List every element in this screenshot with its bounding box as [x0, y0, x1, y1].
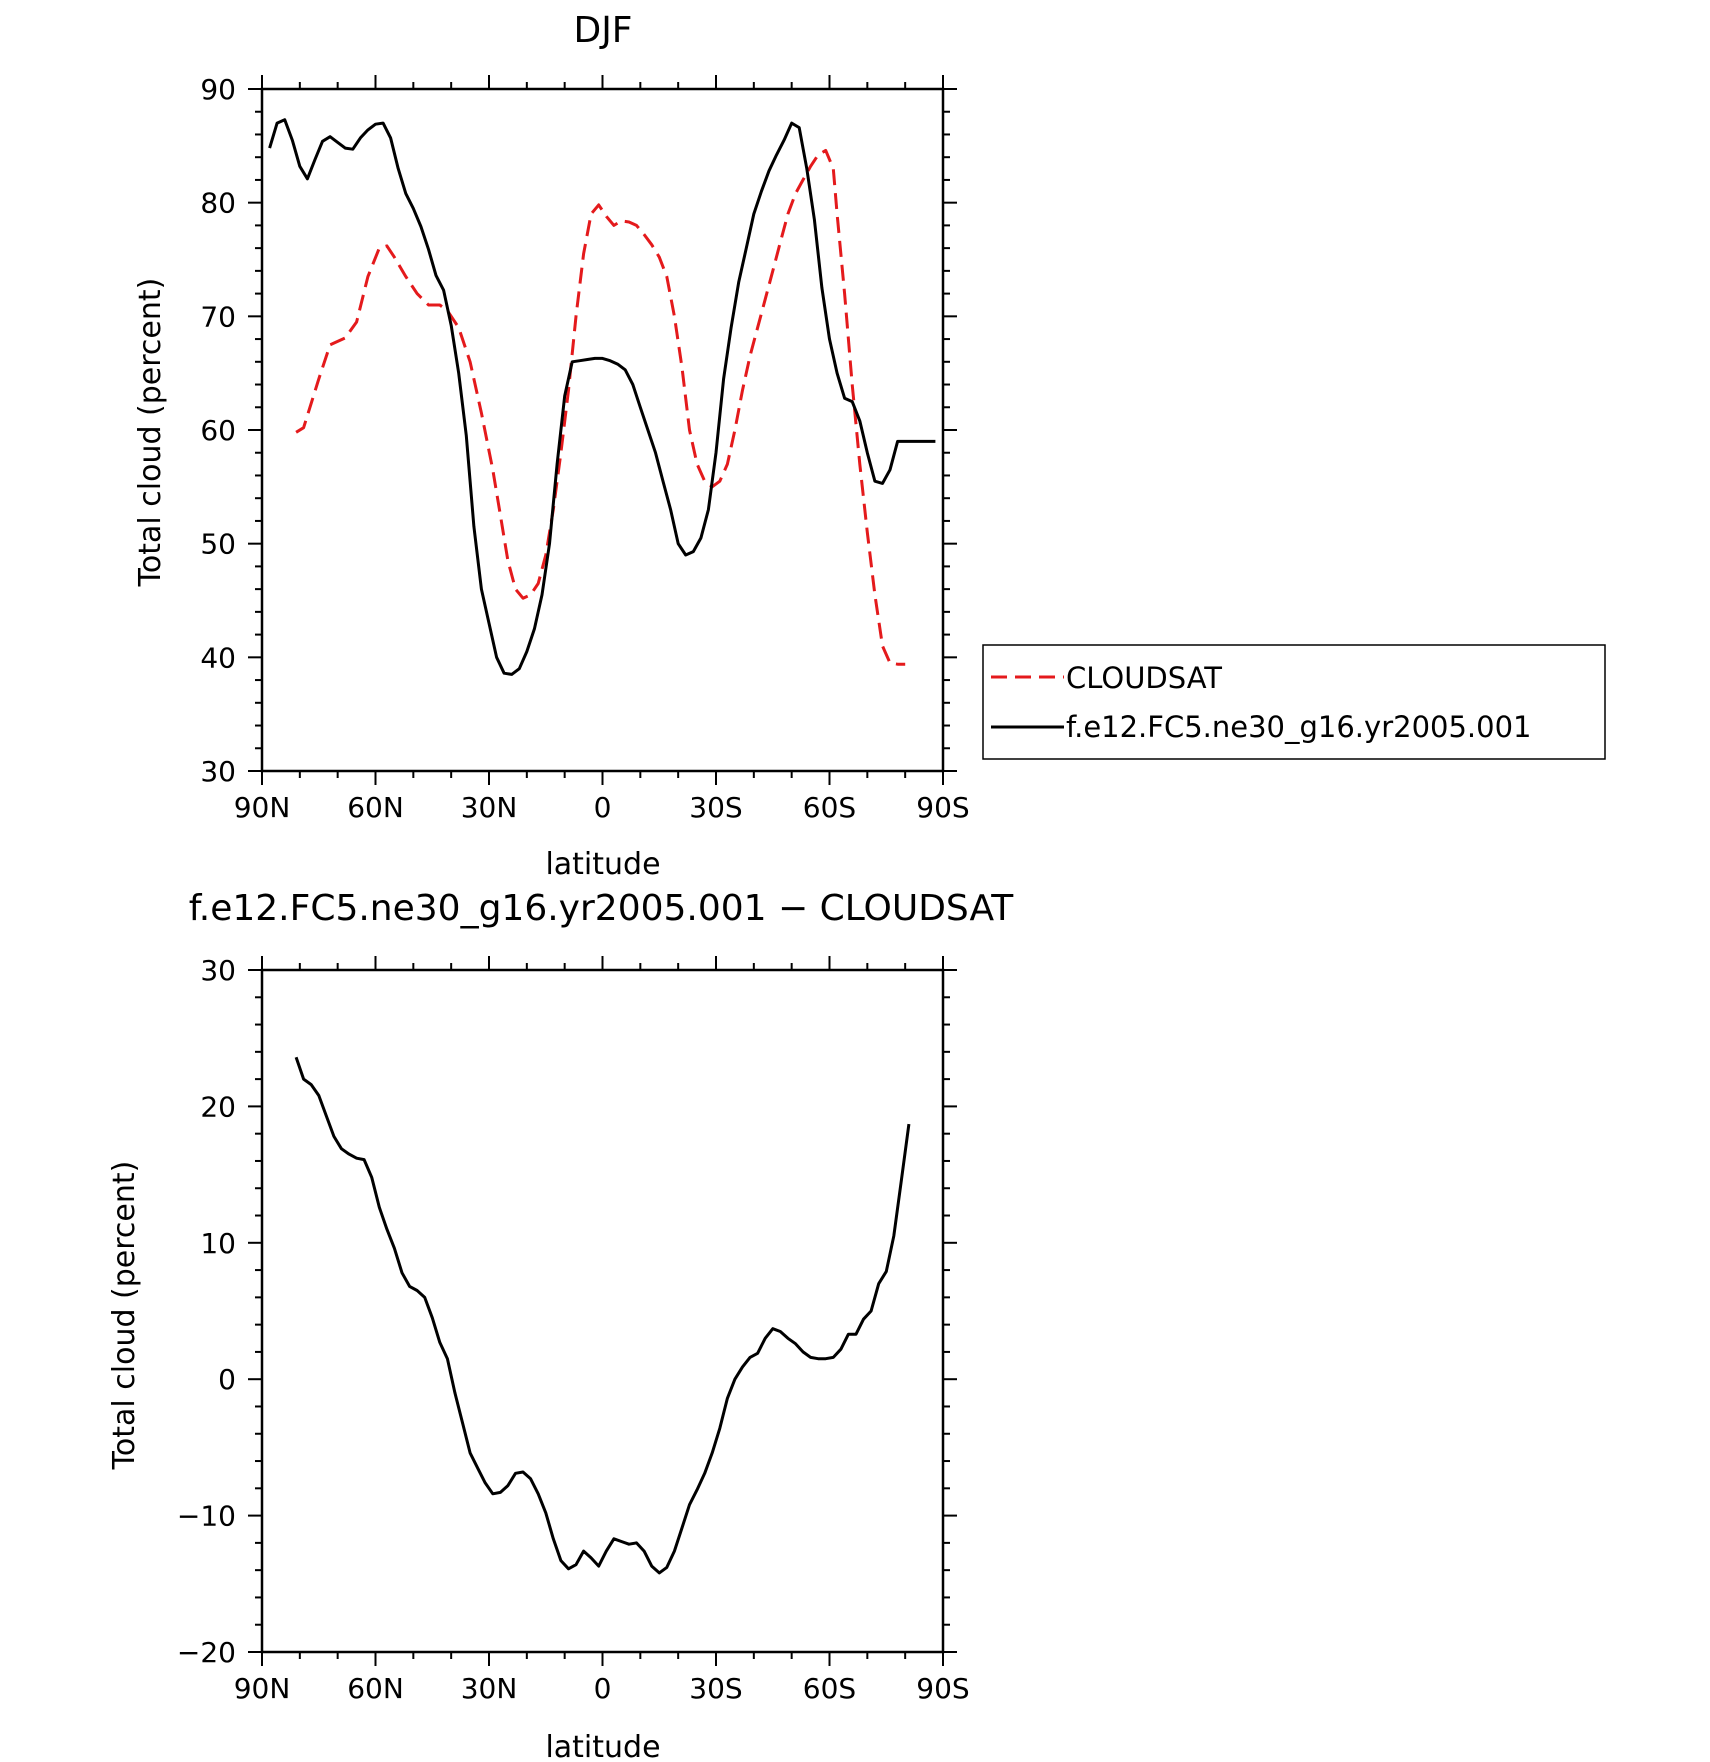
y-tick-label: 0: [218, 1363, 236, 1396]
plot-area: 90N 60N 30N 0 30S 60S 90S −20 −10 0 10 20 30: [177, 954, 970, 1705]
x-axis-label: latitude: [545, 1730, 660, 1762]
x-axis-label: latitude: [545, 847, 660, 882]
x-tick-label: 90S: [916, 1672, 969, 1705]
plot-frame: [260, 87, 945, 773]
x-tick-label: 90S: [916, 791, 969, 824]
y-tick-label: 40: [200, 641, 236, 674]
y-tick-label: 50: [200, 528, 236, 561]
plot-frame: [260, 968, 945, 1654]
x-tick-label: 0: [594, 1672, 612, 1705]
x-tick-label: 90N: [234, 1672, 291, 1705]
panel-bottom: f.e12.FC5.ne30_g16.yr2005.001 − CLOUDSAT…: [107, 888, 1014, 1762]
legend-label-cloudsat: CLOUDSAT: [1066, 661, 1222, 695]
plot-area: 90N 60N 30N 0 30S 60S 90S 30 40 50 60 70 80 90: [200, 73, 969, 824]
legend: CLOUDSAT f.e12.FC5.ne30_g16.yr2005.001: [982, 644, 1606, 760]
chart-title: DJF: [573, 10, 632, 51]
y-tick-label: 20: [200, 1090, 236, 1123]
series-line-f-e12-fc5-ne30-g16-yr2005-001: [268, 118, 936, 676]
y-tick-label: 90: [200, 73, 236, 106]
y-tick-label: 10: [200, 1227, 236, 1260]
x-tick-label: 60N: [347, 1672, 404, 1705]
y-tick-label: 30: [200, 755, 236, 788]
y-tick-label: 60: [200, 414, 236, 447]
y-tick-label: −20: [177, 1636, 236, 1669]
y-tick-label: 80: [200, 187, 236, 220]
x-tick-label: 60N: [347, 791, 404, 824]
y-tick-label: −10: [177, 1500, 236, 1533]
series-line-cloudsat: [295, 148, 906, 666]
x-tick-label: 30N: [461, 791, 518, 824]
x-tick-label: 60S: [803, 791, 856, 824]
series-line-difference: [294, 1056, 911, 1575]
y-tick-label: 70: [200, 300, 236, 333]
y-axis-label: Total cloud (percent): [133, 278, 168, 588]
x-tick-label: 30S: [689, 1672, 742, 1705]
legend-box: [982, 644, 1606, 760]
panel-top: DJF 90N 60N 30N 0 30S 60S 90S 30 40 50 60 70 80 90 la…: [133, 10, 1606, 882]
y-axis-label: Total cloud (percent): [107, 1161, 142, 1471]
chart-title: f.e12.FC5.ne30_g16.yr2005.001 − CLOUDSAT: [189, 888, 1015, 929]
x-tick-label: 0: [594, 791, 612, 824]
x-tick-label: 60S: [803, 1672, 856, 1705]
y-tick-label: 30: [200, 954, 236, 987]
x-tick-label: 30S: [689, 791, 742, 824]
x-tick-label: 30N: [461, 1672, 518, 1705]
legend-label-model: f.e12.FC5.ne30_g16.yr2005.001: [1066, 710, 1532, 744]
x-tick-label: 90N: [234, 791, 291, 824]
